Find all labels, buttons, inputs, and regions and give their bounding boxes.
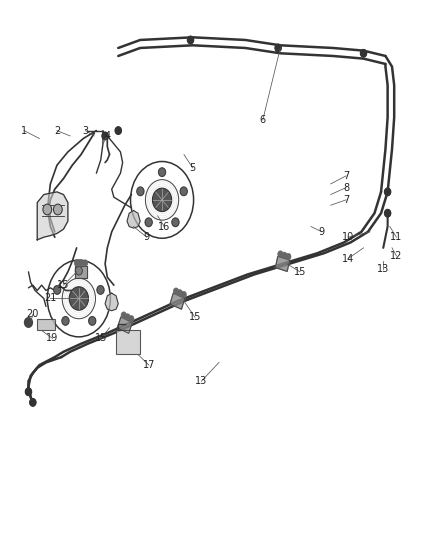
Circle shape [385,209,391,217]
Text: 15: 15 [57,280,70,290]
Text: 6: 6 [260,115,266,125]
Text: 7: 7 [343,171,349,181]
Circle shape [173,288,179,294]
Text: 12: 12 [390,251,403,261]
Circle shape [180,187,187,196]
Circle shape [89,317,96,325]
Circle shape [360,50,367,57]
Polygon shape [75,266,87,278]
Text: 8: 8 [343,183,349,192]
Circle shape [385,188,391,196]
Circle shape [54,286,61,294]
Text: 15: 15 [294,267,306,277]
Circle shape [278,251,283,257]
Circle shape [25,318,32,327]
Bar [37,319,55,330]
Text: 1: 1 [21,126,27,135]
Circle shape [187,36,194,44]
Circle shape [159,168,166,176]
Polygon shape [105,293,118,311]
Circle shape [181,292,186,298]
Circle shape [286,253,291,260]
Circle shape [53,204,62,215]
Circle shape [137,187,144,196]
Text: 10: 10 [342,232,354,242]
Circle shape [75,266,82,275]
Circle shape [102,132,108,140]
Circle shape [121,312,127,318]
Circle shape [115,127,121,134]
Text: 20: 20 [27,310,39,319]
Text: 9: 9 [319,227,325,237]
Text: 21: 21 [44,294,57,303]
Text: 5: 5 [190,163,196,173]
Circle shape [125,314,130,320]
Circle shape [82,260,88,266]
Circle shape [62,317,69,325]
Text: 9: 9 [144,232,150,242]
Circle shape [30,399,36,406]
Text: 13: 13 [195,376,208,386]
Circle shape [282,252,287,259]
Text: 15: 15 [189,312,201,322]
Text: 3: 3 [82,126,88,135]
Circle shape [177,289,183,296]
Circle shape [25,388,32,395]
Circle shape [74,260,80,266]
Text: 2: 2 [54,126,60,135]
Polygon shape [37,192,68,240]
Text: 7: 7 [343,195,349,205]
Text: 17: 17 [143,360,155,370]
Text: 15: 15 [95,334,107,343]
Text: 19: 19 [46,334,59,343]
Polygon shape [170,293,185,309]
Text: 16: 16 [158,222,170,231]
Text: 14: 14 [342,254,354,263]
Circle shape [275,44,281,52]
Circle shape [129,316,134,322]
Text: 4: 4 [104,131,110,141]
Polygon shape [276,256,290,271]
Polygon shape [117,317,132,333]
Circle shape [172,218,179,227]
Circle shape [43,204,52,215]
Bar [116,330,140,354]
Circle shape [69,287,88,310]
Circle shape [152,188,172,212]
Polygon shape [127,211,140,228]
Text: 11: 11 [390,232,403,242]
Circle shape [78,260,84,266]
Text: 13: 13 [377,264,389,274]
Circle shape [145,218,152,227]
Circle shape [97,286,104,294]
